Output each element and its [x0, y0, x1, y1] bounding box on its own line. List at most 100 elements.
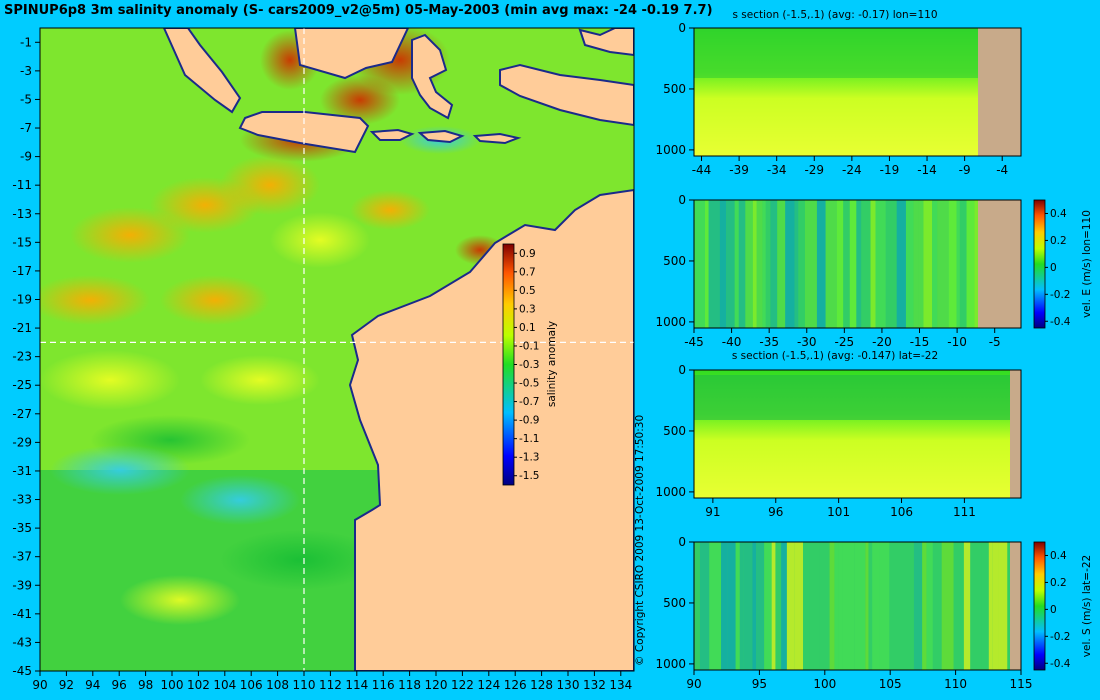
velocity-stripe: [785, 200, 795, 328]
panel2-x-tick-label: -5: [989, 335, 1001, 349]
panel4-y-tick-label: 0: [678, 535, 686, 549]
panel3-plot: [694, 370, 1021, 498]
velocity-stripe: [861, 200, 871, 328]
map-x-tick-label: 92: [59, 678, 74, 692]
panel1-x-tick-label: -24: [842, 163, 862, 177]
velocity-stripe: [705, 200, 709, 328]
panel2-x-tick-label: -45: [684, 335, 704, 349]
velocity-stripe: [896, 200, 906, 328]
velocity-stripe: [803, 542, 810, 670]
velocity-stripe: [743, 542, 753, 670]
panel4-colorbar-tick-label: 0.4: [1050, 550, 1067, 562]
panel4-plot: [694, 542, 1021, 670]
map-x-tick-label: 102: [187, 678, 210, 692]
map-frame: [39, 27, 635, 672]
velocity-stripe: [775, 542, 782, 670]
map-y-tick-label: -35: [12, 521, 32, 535]
map-colorbar-tick-label: -1.1: [519, 433, 540, 445]
velocity-stripe: [885, 200, 897, 328]
panel1-x-tick-label: -4: [996, 163, 1008, 177]
velocity-stripe: [923, 200, 933, 328]
map-y-tick-label: -45: [12, 664, 32, 678]
panel4-velocity-stripes: [694, 542, 1010, 670]
map-x-tick-label: 90: [32, 678, 47, 692]
panel2-axes: -45 -40 -35 -30 -25 -20 -15 -10 -5 0 500 1000: [655, 193, 1000, 349]
map-y-tick-label: -25: [12, 378, 32, 392]
velocity-stripe: [865, 542, 869, 670]
panel4-colorbar-tick-label: 0.2: [1050, 577, 1067, 589]
velocity-stripe: [856, 200, 862, 328]
velocity-stripe: [988, 542, 993, 670]
map-x-tick-label: 114: [345, 678, 368, 692]
salinity-map: [40, 28, 634, 671]
velocity-stripe: [765, 200, 771, 328]
map-y-tick-label: -15: [12, 235, 32, 249]
copyright-notice: © Copyright CSIRO 2009 13-Oct-2009 17:50…: [634, 415, 646, 666]
panel2-x-tick-label: -35: [759, 335, 779, 349]
panel1-y-tick-label: 500: [663, 82, 686, 96]
velocity-stripe: [764, 542, 772, 670]
panel4-x-tick-label: 115: [1010, 677, 1033, 691]
panel4-x-tick-label: 105: [879, 677, 902, 691]
panel4-frame: [693, 541, 1022, 671]
panel2-y-tick-label: 1000: [655, 315, 686, 329]
map-y-tick-label: -11: [12, 178, 32, 192]
map-x-tick-label: 126: [504, 678, 527, 692]
map-colorbar-tick-label: -0.9: [519, 415, 540, 427]
velocity-stripe: [854, 542, 866, 670]
map-y-tick-label: -21: [12, 321, 32, 335]
velocity-stripe: [956, 200, 960, 328]
velocity-stripe: [762, 200, 766, 328]
map-colorbar-tick-label: 0.9: [519, 248, 536, 260]
map-y-tick-label: -29: [12, 435, 32, 449]
map-colorbar-tick-label: -1.5: [519, 470, 540, 482]
panel1-x-tick-label: -39: [729, 163, 749, 177]
map-x-tick-label: 94: [85, 678, 100, 692]
panel4-x-tick-label: 110: [944, 677, 967, 691]
velocity-stripe: [913, 542, 923, 670]
velocity-stripe: [770, 200, 778, 328]
velocity-stripe: [771, 542, 776, 670]
panel2-x-tick-label: -40: [722, 335, 742, 349]
map-y-tick-label: -7: [20, 121, 32, 135]
velocity-stripe: [842, 542, 855, 670]
map-x-tick-label: 134: [609, 678, 632, 692]
panel2-colorbar-tick-label: 0.4: [1050, 208, 1067, 220]
panel3-title: s section (-1.5,.1) (avg: -0.147) lat=-2…: [732, 350, 938, 362]
panel1-frame: [693, 27, 1022, 157]
map-colorbar-tick-label: -0.7: [519, 396, 540, 408]
velocity-stripe: [937, 200, 949, 328]
velocity-stripe: [998, 542, 1008, 670]
velocity-stripe: [926, 542, 933, 670]
panel3-x-tick-label: 101: [827, 505, 850, 519]
panel3-x-tick-label: 106: [890, 505, 913, 519]
velocity-stripe: [721, 542, 728, 670]
map-x-tick-label: 110: [293, 678, 316, 692]
velocity-stripe: [838, 542, 843, 670]
velocity-stripe: [992, 542, 999, 670]
map-axes: 90 92 94 96 98 100 102 104 106 108 110 112 114 116 118…: [12, 35, 632, 692]
panel1-x-tick-label: -9: [959, 163, 971, 177]
panel4-x-tick-label: 90: [686, 677, 701, 691]
panel4-colorbar-label: vel. S (m/s) lat=-22: [1081, 555, 1093, 657]
map-y-tick-label: -1: [20, 35, 32, 49]
panel4-axes: 90 95 100 105 110 115 0 500 1000: [655, 535, 1032, 691]
map-x-tick-label: 120: [425, 678, 448, 692]
panel4-colorbar-ticks: 0.4 0.2 0 -0.2 -0.4: [1045, 550, 1071, 670]
velocity-stripe: [709, 542, 722, 670]
map-y-tick-label: -41: [12, 607, 32, 621]
map-x-tick-label: 122: [451, 678, 474, 692]
panel4-x-tick-label: 95: [752, 677, 767, 691]
panel2-x-tick-label: -15: [910, 335, 930, 349]
velocity-stripe: [699, 542, 710, 670]
map-y-tick-label: -17: [12, 264, 32, 278]
map-y-tick-label: -39: [12, 578, 32, 592]
velocity-stripe: [868, 542, 873, 670]
velocity-stripe: [727, 542, 736, 670]
map-x-tick-label: 108: [266, 678, 289, 692]
velocity-stripe: [879, 542, 890, 670]
velocity-stripe: [870, 200, 876, 328]
velocity-stripe: [781, 542, 787, 670]
map-x-tick-label: 132: [583, 678, 606, 692]
map-x-tick-label: 124: [477, 678, 500, 692]
